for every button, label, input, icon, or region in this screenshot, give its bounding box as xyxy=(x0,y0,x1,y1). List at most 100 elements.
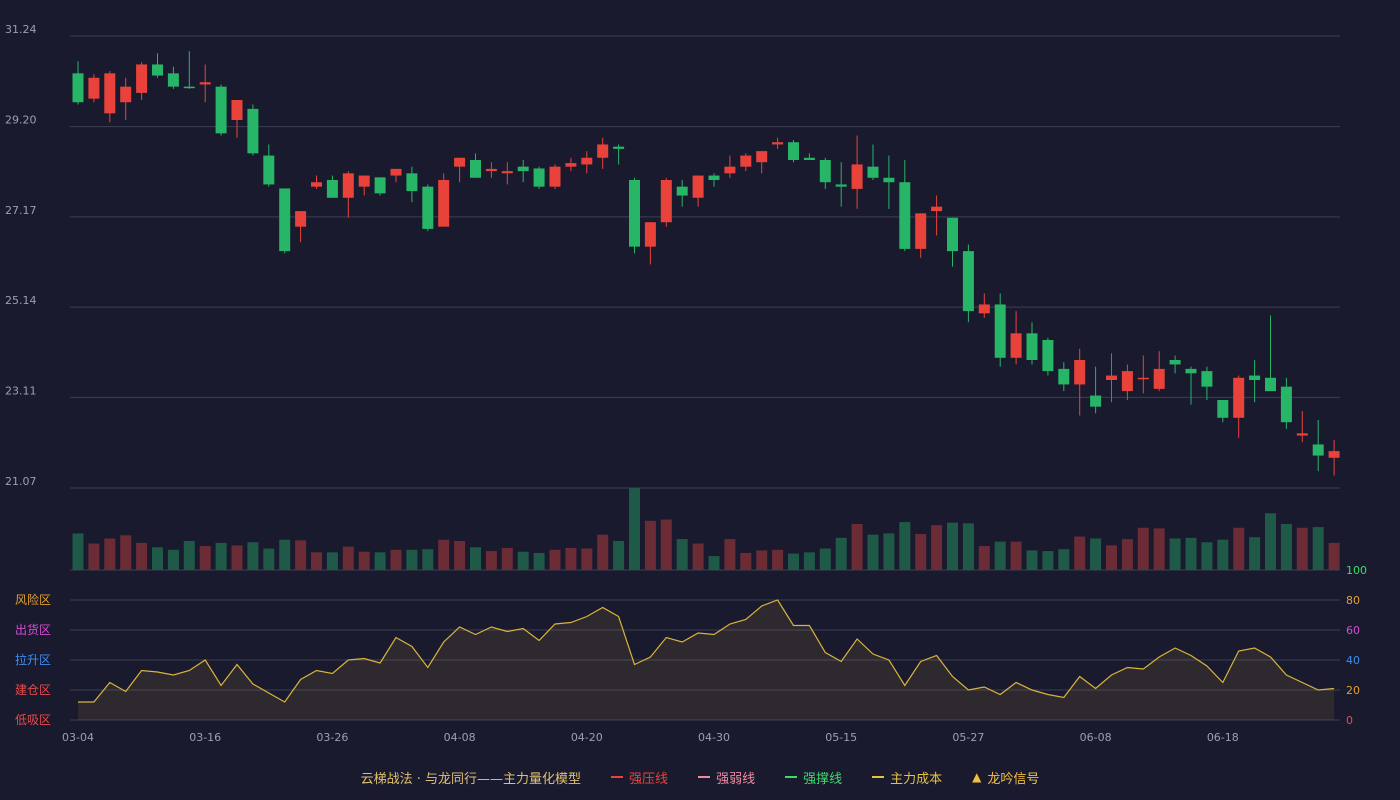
volume-bar xyxy=(1185,537,1197,570)
volume-bar xyxy=(708,556,720,570)
volume-bar xyxy=(613,540,625,570)
candle-body xyxy=(613,146,625,149)
candle-body xyxy=(1010,333,1022,358)
candle-body xyxy=(517,166,529,172)
candle-body xyxy=(311,182,322,187)
volume-bar xyxy=(1026,550,1038,570)
zone-label: 建仓区 xyxy=(15,683,51,697)
candle-body xyxy=(1153,368,1165,389)
volume-bar xyxy=(1058,549,1070,570)
legend-label: 龙吟信号 xyxy=(987,771,1040,787)
zone-label: 风险区 xyxy=(15,592,51,607)
volume-bar xyxy=(851,523,863,570)
candle-body xyxy=(374,177,386,194)
zone-label: 拉升区 xyxy=(15,652,51,667)
volume-bar xyxy=(342,546,354,570)
price-tick-label: 27.17 xyxy=(5,204,37,217)
volume-bar xyxy=(231,545,243,570)
volume-bar xyxy=(772,549,784,570)
volume-bar xyxy=(390,549,402,570)
indicator-area xyxy=(78,600,1335,720)
candle-body xyxy=(803,157,815,160)
x-tick-label: 06-08 xyxy=(1080,731,1112,744)
volume-bar xyxy=(263,548,275,570)
price-tick-label: 29.20 xyxy=(5,114,37,127)
volume-bar xyxy=(533,552,545,570)
dashed-line-icon xyxy=(872,776,885,778)
volume-bar xyxy=(644,520,656,570)
price-tick-label: 21.07 xyxy=(5,475,37,488)
indicator-tick-label: 60 xyxy=(1346,624,1360,637)
volume-bar xyxy=(565,547,577,570)
candle-body xyxy=(581,157,593,165)
indicator-line xyxy=(78,599,1335,703)
legend-item-strong-support[interactable]: 强撑线 xyxy=(785,768,842,787)
volume-bar xyxy=(1201,542,1213,570)
volume-bar xyxy=(724,539,736,570)
candle-body xyxy=(676,186,688,196)
candle-body xyxy=(247,108,259,154)
candle-body xyxy=(692,175,704,198)
price-tick-label: 31.24 xyxy=(5,23,37,36)
volume-bar xyxy=(581,548,593,570)
volume-bar xyxy=(1265,513,1276,570)
volume-bar xyxy=(629,488,640,570)
legend-item-strong-pressure[interactable]: 强压线 xyxy=(611,768,668,787)
volume-bar xyxy=(788,553,799,570)
candle-body xyxy=(1328,451,1340,458)
volume-bar xyxy=(1010,541,1022,570)
volume-layer xyxy=(72,488,1340,570)
candle-layer xyxy=(72,51,1340,476)
volume-bar xyxy=(1042,551,1054,570)
chart-legend: 云梯战法 · 与龙同行——主力量化模型 强压线 强弱线 强撑线 主力成本 ▲ 龙… xyxy=(0,766,1400,788)
candle-body xyxy=(231,100,243,120)
candle-body xyxy=(867,166,879,178)
volume-bar xyxy=(326,552,338,570)
candle-body xyxy=(104,73,116,114)
volume-bar xyxy=(676,539,688,570)
volume-bar xyxy=(295,540,307,570)
candle-body xyxy=(326,180,338,198)
volume-bar xyxy=(501,547,513,570)
candle-body xyxy=(1137,377,1149,380)
volume-bar xyxy=(422,549,434,570)
candle-body xyxy=(1233,377,1245,418)
candle-body xyxy=(279,188,291,252)
axis-layer: 31.24 29.20 27.17 25.14 23.11 21.07 风险区出货区拉升区建… xyxy=(5,23,1367,744)
volume-bar xyxy=(517,551,529,570)
candle-body xyxy=(167,73,179,87)
volume-bar xyxy=(994,541,1006,570)
candle-body xyxy=(1042,340,1054,372)
legend-item-main-cost[interactable]: 主力成本 xyxy=(872,768,942,787)
solid-line-icon xyxy=(611,776,624,778)
candle-body xyxy=(342,173,354,198)
x-tick-label: 05-27 xyxy=(952,731,984,744)
zone-label: 低吸区 xyxy=(15,713,51,727)
legend-item-strength-line[interactable]: 强弱线 xyxy=(698,768,755,787)
candle-body xyxy=(1265,377,1276,392)
candle-body xyxy=(597,144,609,158)
volume-bar xyxy=(104,538,116,570)
candle-body xyxy=(851,164,863,189)
volume-bar xyxy=(247,542,259,570)
candle-body xyxy=(1121,371,1133,392)
volume-bar xyxy=(1280,523,1292,570)
volume-bar xyxy=(215,542,227,570)
candle-body xyxy=(772,142,784,145)
volume-bar xyxy=(374,552,386,570)
legend-item-dragon-signal[interactable]: ▲ 龙吟信号 xyxy=(972,768,1039,787)
volume-bar xyxy=(947,522,958,570)
volume-bar xyxy=(454,540,466,570)
candle-body xyxy=(947,217,958,252)
legend-label: 强撑线 xyxy=(803,771,843,787)
candle-body xyxy=(470,160,481,178)
candle-body xyxy=(295,211,307,227)
volume-bar xyxy=(962,523,974,570)
candle-body xyxy=(485,168,497,172)
candle-body xyxy=(962,251,974,312)
candle-body xyxy=(644,222,656,247)
x-tick-label: 04-20 xyxy=(571,731,603,744)
volume-bar xyxy=(485,551,497,570)
x-tick-label: 04-30 xyxy=(698,731,730,744)
